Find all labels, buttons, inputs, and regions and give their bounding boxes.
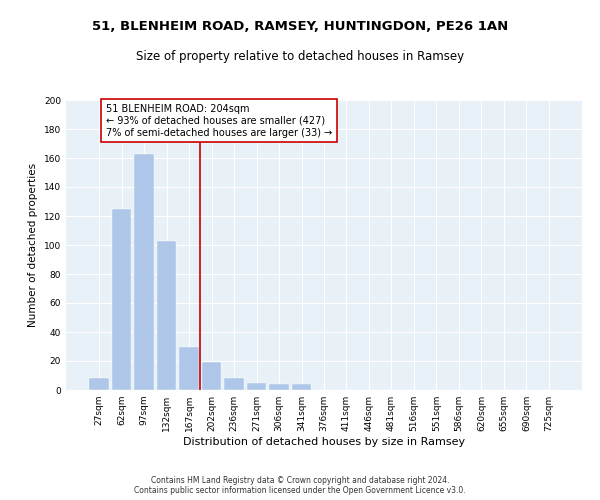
Bar xyxy=(157,240,176,390)
Y-axis label: Number of detached properties: Number of detached properties xyxy=(28,163,38,327)
Bar xyxy=(292,384,311,390)
Bar xyxy=(202,362,221,390)
X-axis label: Distribution of detached houses by size in Ramsey: Distribution of detached houses by size … xyxy=(183,437,465,447)
Bar xyxy=(247,383,266,390)
Bar xyxy=(269,384,289,390)
Text: Size of property relative to detached houses in Ramsey: Size of property relative to detached ho… xyxy=(136,50,464,63)
Bar xyxy=(224,378,244,390)
Bar xyxy=(89,378,109,390)
Bar xyxy=(112,209,131,390)
Bar xyxy=(134,154,154,390)
Text: Contains HM Land Registry data © Crown copyright and database right 2024.
Contai: Contains HM Land Registry data © Crown c… xyxy=(134,476,466,495)
Text: 51 BLENHEIM ROAD: 204sqm
← 93% of detached houses are smaller (427)
7% of semi-d: 51 BLENHEIM ROAD: 204sqm ← 93% of detach… xyxy=(106,104,332,138)
Text: 51, BLENHEIM ROAD, RAMSEY, HUNTINGDON, PE26 1AN: 51, BLENHEIM ROAD, RAMSEY, HUNTINGDON, P… xyxy=(92,20,508,33)
Bar xyxy=(179,346,199,390)
